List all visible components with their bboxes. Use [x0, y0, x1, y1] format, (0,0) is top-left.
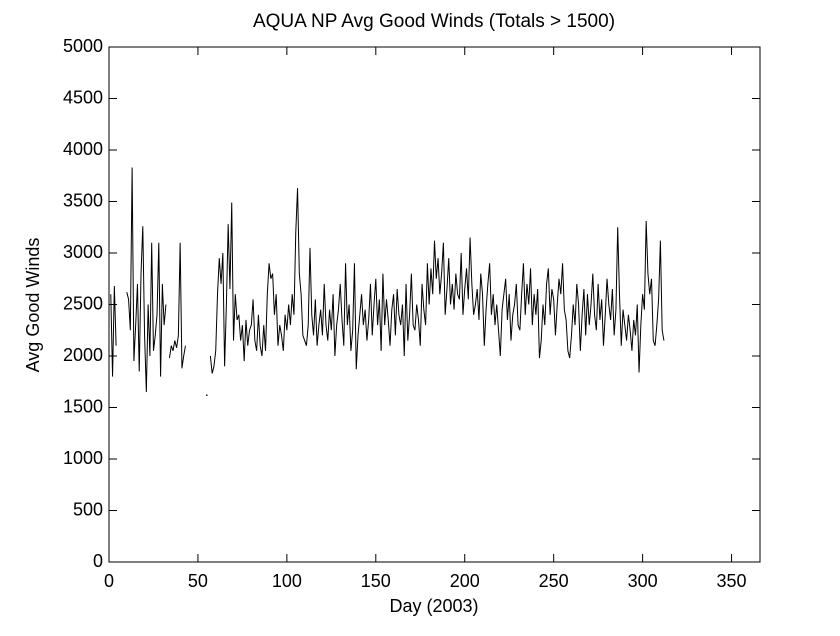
- y-tick-label: 2000: [63, 345, 103, 365]
- y-tick-label: 1500: [63, 396, 103, 416]
- y-tick-label: 4500: [63, 87, 103, 107]
- x-tick-label: 0: [104, 571, 114, 591]
- y-tick-label: 500: [73, 499, 103, 519]
- chart-title: AQUA NP Avg Good Winds (Totals > 1500): [253, 11, 615, 32]
- x-tick-label: 200: [450, 571, 480, 591]
- x-tick-label: 50: [188, 571, 208, 591]
- y-axis-label: Avg Good Winds: [23, 238, 43, 373]
- y-tick-label: 3000: [63, 242, 103, 262]
- data-point: [206, 394, 208, 396]
- x-tick-label: 300: [628, 571, 658, 591]
- y-tick-label: 0: [93, 551, 103, 571]
- x-tick-label: 350: [717, 571, 747, 591]
- x-tick-label: 150: [361, 571, 391, 591]
- y-tick-label: 5000: [63, 36, 103, 56]
- data-line: [209, 188, 665, 374]
- x-tick-label: 100: [272, 571, 302, 591]
- x-axis-label: Day (2003): [389, 596, 478, 616]
- y-tick-label: 3500: [63, 190, 103, 210]
- y-tick-label: 4000: [63, 139, 103, 159]
- data-line: [110, 285, 117, 377]
- data-line: [168, 242, 186, 369]
- y-tick-label: 1000: [63, 448, 103, 468]
- data-line: [126, 167, 167, 393]
- y-tick-label: 2500: [63, 293, 103, 313]
- plot-frame: [108, 46, 761, 563]
- x-tick-label: 250: [539, 571, 569, 591]
